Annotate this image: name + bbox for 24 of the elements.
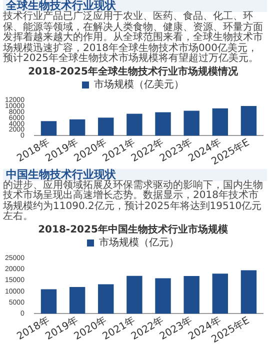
bar <box>40 120 57 136</box>
legend-label: 市场规模（亿元） <box>99 236 179 248</box>
text: 的进步、应用领域拓展及环保需求驱动的影响下，国内生物技术市场呈现出高速增长态势。数据显示，2018年技术市场规模约为11090.2亿元，预计2025年将达到19510亿元左右。 <box>3 180 264 222</box>
bar <box>98 117 114 136</box>
bar <box>212 273 228 314</box>
bar <box>212 108 228 136</box>
chart-title: 2018-2025年中国生物技术行业市场规模 <box>38 223 229 236</box>
bar <box>184 276 200 314</box>
bar <box>40 288 57 314</box>
bar <box>69 286 86 314</box>
bar <box>184 110 200 136</box>
chart-title: 2018-2025年全球生物技术行业市场规模情况 <box>28 65 239 78</box>
bar <box>155 278 171 314</box>
bar <box>155 112 171 136</box>
bar <box>69 118 86 136</box>
bar <box>126 113 142 136</box>
bar <box>240 270 257 314</box>
text: 全球生物技术行业现状 <box>3 0 267 12</box>
bar <box>98 284 114 314</box>
text: 中国生物技术行业现状 <box>3 168 267 180</box>
legend-label: 市场规模（亿美元） <box>94 78 184 90</box>
bar <box>126 275 142 314</box>
text: 技术行业产品已广泛应用于农业、医药、食品、化工、环保、能源等领域，在解决人类食物、健康、资源、环量方面发挥着越来越大的作用。从全球范围来看，全球生物技术市场规模迅速扩容，2018年全球生物技术市场000亿美元，预计2025年全球生物技术市场规模将有望超过万亿美元。 <box>3 11 264 64</box>
bar <box>240 105 257 136</box>
